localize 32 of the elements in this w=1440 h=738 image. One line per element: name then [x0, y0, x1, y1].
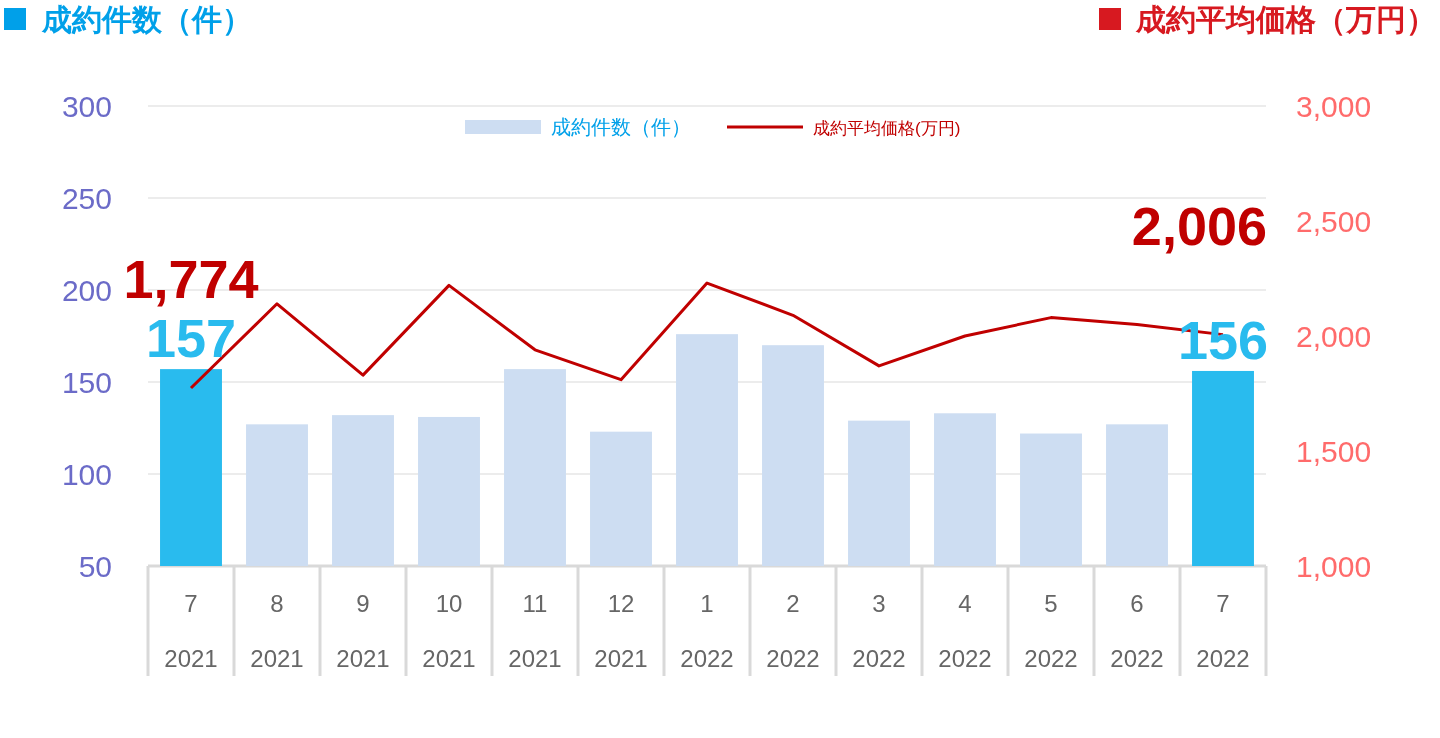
data-label: 1,774	[123, 248, 259, 309]
y-tick-label: 100	[61, 458, 112, 491]
y2-axis-title: 成約平均価格（万円）	[1135, 3, 1436, 36]
x-tick-label: 1 2022	[680, 590, 734, 672]
x-tick-label: 5 2022	[1024, 590, 1078, 672]
x-tick-label: 6 2022	[1110, 590, 1164, 672]
x-tick-label: 7 2022	[1196, 590, 1250, 672]
x-tick-label: 2 2022	[766, 590, 820, 672]
y-tick-label: 250	[61, 182, 112, 215]
x-tick-label: 12 2021	[594, 590, 648, 672]
y2-tick-label: 1,000	[1296, 550, 1372, 583]
x-tick-label: 10 2021	[422, 590, 476, 672]
y2-tick-label: 1,500	[1296, 435, 1372, 468]
y2-tick-label: 3,000	[1296, 90, 1372, 123]
x-tick-label: 9 2021	[336, 590, 390, 672]
y2-tick-label: 2,500	[1296, 205, 1372, 238]
legend-label: 成約平均価格(万円)	[813, 119, 961, 138]
x-tick-label: 11 2021	[508, 590, 562, 672]
y-tick-label: 300	[61, 90, 112, 123]
legend-label: 成約件数（件）	[551, 116, 691, 138]
x-tick-label: 8 2021	[250, 590, 304, 672]
x-tick-label: 7 2021	[164, 590, 218, 672]
data-label: 2,006	[1131, 195, 1267, 256]
data-label: 157	[145, 308, 237, 369]
x-tick-label: 3 2022	[852, 590, 906, 672]
data-label: 156	[1177, 309, 1269, 370]
y-tick-label: 50	[78, 550, 112, 583]
y-tick-label: 150	[61, 366, 112, 399]
y-tick-label: 200	[61, 274, 112, 307]
y2-tick-label: 2,000	[1296, 320, 1372, 353]
x-tick-label: 4 2022	[938, 590, 992, 672]
y-axis-title: 成約件数（件）	[41, 3, 252, 36]
